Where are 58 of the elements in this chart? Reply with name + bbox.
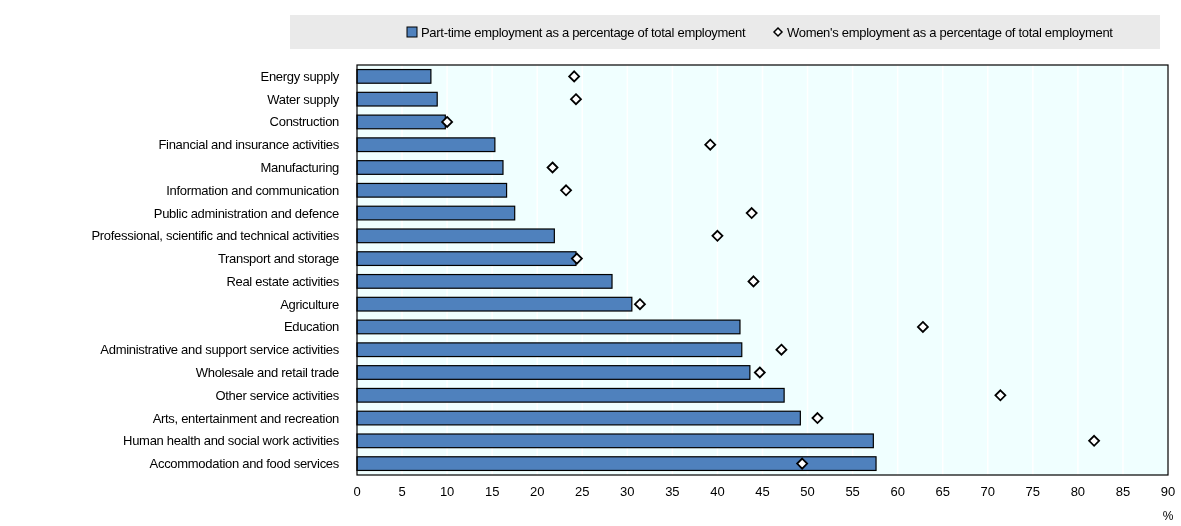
y-tick-label: Public administration and defence bbox=[153, 205, 340, 221]
point bbox=[570, 252, 583, 265]
x-tick-label: 75 bbox=[1025, 484, 1041, 499]
x-tick-label: 85 bbox=[1115, 484, 1131, 499]
y-tick-label: Energy supply bbox=[260, 68, 340, 84]
y-tick-label: Arts, entertainment and recreation bbox=[152, 410, 340, 426]
y-tick-label: Human health and social work activities bbox=[123, 433, 340, 449]
point bbox=[711, 229, 724, 242]
x-tick-label: 90 bbox=[1160, 484, 1176, 499]
point bbox=[747, 275, 760, 288]
x-tick-label: 70 bbox=[980, 484, 996, 499]
point bbox=[568, 70, 581, 83]
y-tick-label: Transport and storage bbox=[217, 251, 340, 267]
x-axis-title: % bbox=[1162, 509, 1174, 523]
point bbox=[775, 343, 788, 356]
x-tick-label: 20 bbox=[529, 484, 545, 499]
x-tick-label: 60 bbox=[890, 484, 905, 499]
point bbox=[441, 116, 454, 128]
x-tick-label: 65 bbox=[935, 484, 950, 499]
y-tick-label: Other service activities bbox=[215, 387, 340, 403]
x-tick-label: 50 bbox=[800, 484, 815, 499]
y-tick-label: Administrative and support service activities bbox=[100, 342, 340, 358]
x-tick-label: 5 bbox=[398, 484, 406, 499]
legend-label: Part-time employment as a percentage of total employment bbox=[421, 24, 746, 40]
y-tick-label: Water supply bbox=[267, 91, 340, 107]
point bbox=[634, 298, 646, 311]
y-tick-label: Real estate activities bbox=[226, 273, 340, 289]
y-tick-label: Construction bbox=[269, 114, 340, 130]
point bbox=[796, 457, 809, 470]
y-tick-label: Information and communication bbox=[166, 182, 340, 198]
point bbox=[994, 389, 1007, 402]
y-tick-label: Accommodation and food services bbox=[149, 456, 340, 472]
x-tick-label: 55 bbox=[845, 484, 860, 499]
x-tick-label: 10 bbox=[439, 484, 455, 499]
point bbox=[560, 184, 572, 197]
y-tick-label: Manufacturing bbox=[260, 160, 340, 176]
x-tick-label: 25 bbox=[575, 484, 590, 499]
point bbox=[570, 93, 582, 106]
point bbox=[811, 412, 824, 424]
x-tick-label: 35 bbox=[665, 484, 680, 499]
x-tick-label: 15 bbox=[484, 484, 500, 499]
point bbox=[1088, 434, 1101, 447]
point bbox=[917, 321, 929, 333]
x-tick-label: 80 bbox=[1070, 484, 1086, 499]
y-tick-label: Wholesale and retail trade bbox=[195, 365, 340, 381]
x-tick-label: 40 bbox=[710, 484, 725, 499]
point bbox=[546, 161, 559, 174]
point bbox=[745, 207, 758, 219]
legend-label: Women's employment as a percentage of total employment bbox=[787, 24, 1114, 40]
point bbox=[704, 138, 717, 151]
y-tick-label: Professional, scientific and technical activities bbox=[91, 228, 340, 244]
y-tick-label: Agriculture bbox=[280, 296, 340, 312]
x-tick-label: 0 bbox=[353, 484, 361, 499]
y-tick-label: Education bbox=[283, 319, 340, 335]
point bbox=[753, 366, 766, 379]
x-tick-label: 30 bbox=[620, 484, 635, 499]
x-tick-label: 45 bbox=[755, 484, 770, 499]
y-tick-label: Financial and insurance activities bbox=[158, 137, 340, 153]
